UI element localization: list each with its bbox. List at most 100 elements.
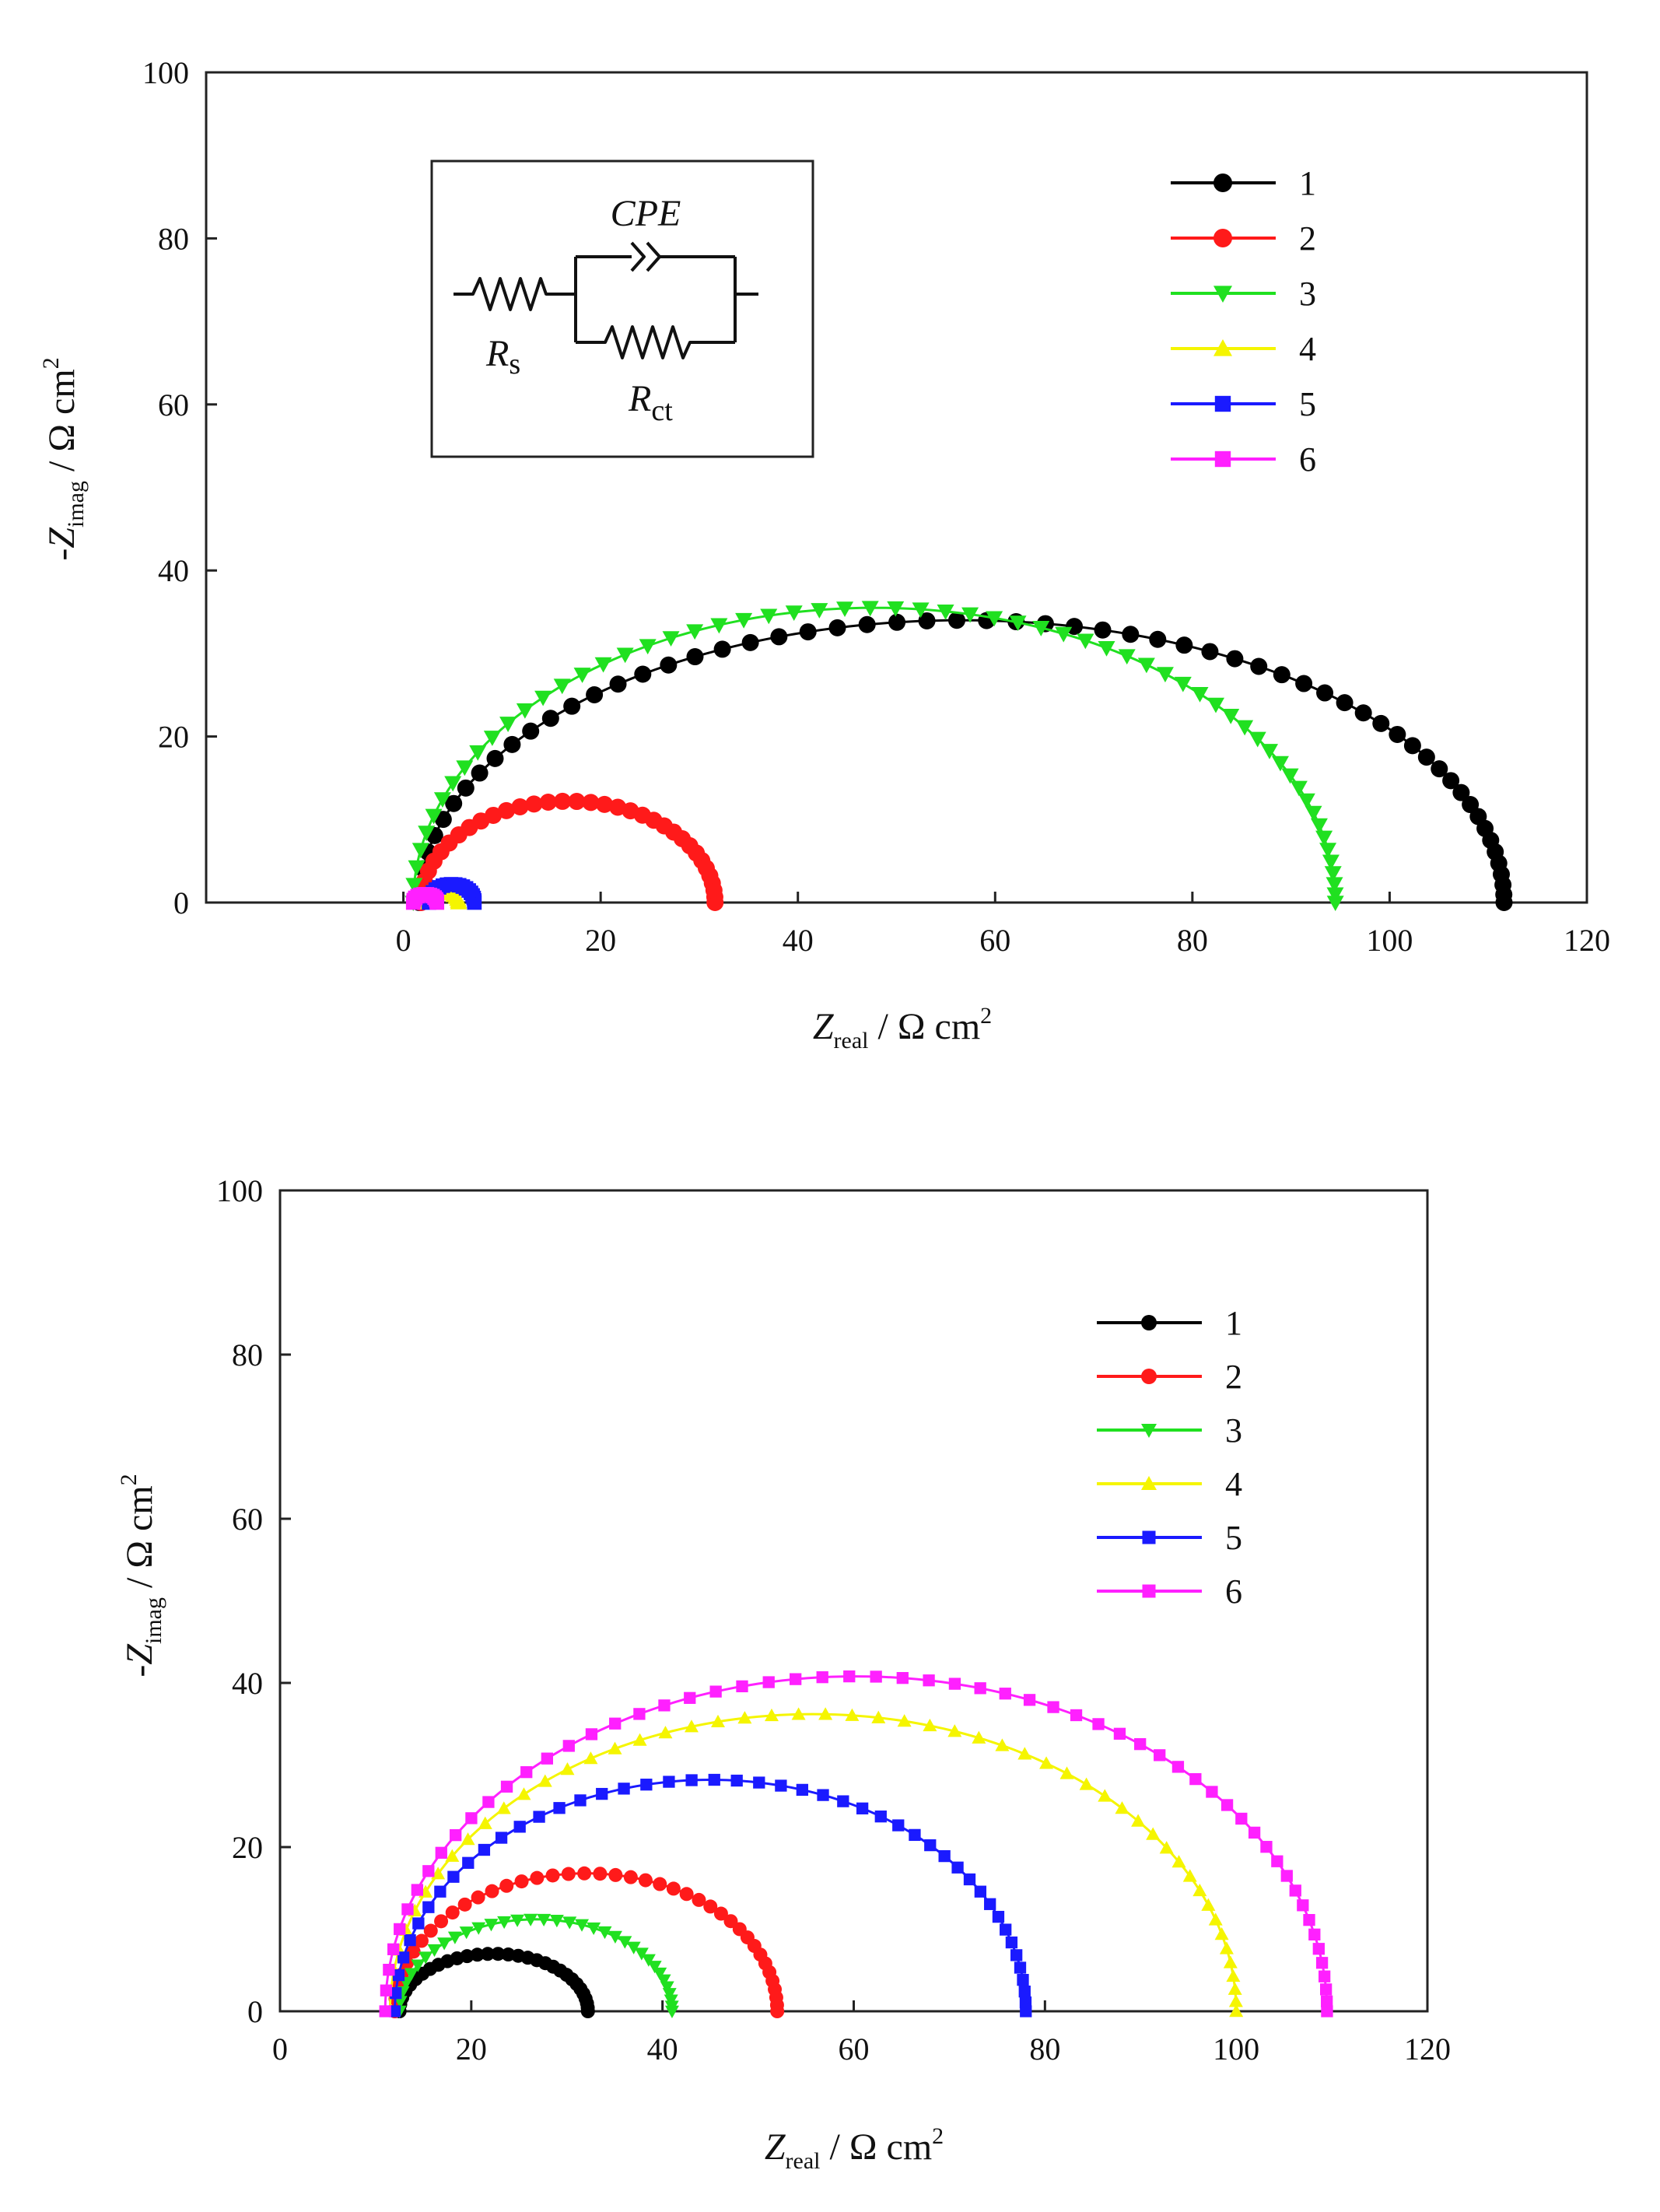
data-point [1354, 704, 1372, 722]
y-tick-label: 0 [173, 885, 189, 920]
legend-marker [1214, 395, 1231, 412]
legend-marker [1213, 339, 1232, 356]
data-point [486, 749, 504, 767]
data-point [573, 668, 591, 683]
data-point [653, 1967, 667, 1981]
data-point [948, 1677, 961, 1690]
data-point [408, 860, 426, 876]
data-point [843, 1670, 856, 1683]
legend-item-4: 4 [1097, 1465, 1242, 1503]
data-point [411, 1884, 423, 1896]
data-point [437, 1937, 452, 1951]
data-series-layer [404, 601, 1513, 911]
data-point [1222, 708, 1240, 724]
tick-labels: 0 20 40 60 80 100 120 0 20 40 60 80 100 [216, 1173, 1451, 2067]
data-point [616, 647, 634, 664]
data-point [662, 631, 680, 647]
data-point [1201, 643, 1219, 661]
data-point [1206, 697, 1224, 713]
legend-marker [1141, 1315, 1157, 1330]
data-point [836, 601, 854, 617]
data-point [634, 1947, 649, 1961]
resistor-rct-symbol [576, 325, 735, 359]
data-point [470, 1947, 485, 1962]
data-point [1295, 675, 1313, 692]
data-point [608, 1930, 622, 1944]
data-point [1273, 666, 1291, 684]
data-point [685, 1774, 698, 1786]
data-point [471, 1922, 486, 1935]
data-point [999, 1688, 1011, 1700]
data-point [539, 794, 557, 812]
data-point [425, 808, 443, 825]
y-tick-label: 80 [232, 1337, 263, 1372]
data-point [482, 1796, 495, 1808]
data-point [730, 1774, 743, 1787]
rct-label: Rct [628, 378, 673, 427]
data-point [553, 1802, 566, 1814]
series-2 [387, 1866, 785, 2018]
x-tick-label: 120 [1404, 2031, 1451, 2067]
data-point [433, 792, 451, 808]
data-point [462, 1856, 475, 1869]
data-point [1228, 1994, 1243, 2007]
data-point [1289, 1884, 1301, 1897]
data-point [541, 1752, 553, 1765]
data-point [383, 1964, 395, 1976]
data-point [618, 1936, 632, 1949]
data-point [587, 1922, 601, 1936]
data-point [445, 1905, 460, 1920]
data-point [909, 1828, 921, 1842]
data-point [811, 603, 828, 619]
data-point [762, 1676, 775, 1688]
data-point [692, 1892, 706, 1907]
data-point [663, 1776, 675, 1788]
y-tick-label: 20 [158, 720, 189, 755]
data-point [1047, 1701, 1059, 1713]
data-point [1389, 725, 1406, 743]
data-point [411, 843, 429, 859]
data-point [404, 1934, 416, 1947]
legend-label: 2 [1299, 219, 1316, 258]
data-point [1260, 1841, 1273, 1853]
data-point [923, 1718, 937, 1732]
data-point [554, 792, 572, 810]
resistor-rs-symbol [454, 277, 576, 311]
data-point [1316, 684, 1334, 702]
data-point [710, 618, 728, 634]
data-point [816, 1671, 828, 1684]
data-point [937, 604, 954, 620]
data-point [434, 1885, 447, 1898]
data-point [1305, 805, 1322, 822]
data-point [1249, 731, 1266, 748]
data-point [483, 731, 501, 746]
data-point [609, 798, 627, 816]
data-point [1206, 1786, 1218, 1798]
legend-label: 3 [1299, 275, 1316, 313]
data-point [664, 1994, 678, 2007]
data-point [974, 1682, 986, 1695]
data-point [560, 1762, 575, 1776]
y-tick-label: 0 [247, 1994, 263, 2029]
data-point [1250, 657, 1268, 675]
data-point [1462, 796, 1480, 814]
data-point [422, 1901, 435, 1913]
data-point [947, 1724, 962, 1737]
x-tick-label: 60 [839, 2031, 870, 2067]
data-point [1442, 772, 1460, 790]
x-tick-label: 60 [979, 923, 1010, 958]
legend-label: 4 [1299, 330, 1316, 368]
y-tick-label: 80 [158, 221, 189, 256]
data-point [938, 1849, 951, 1863]
legend-label: 3 [1225, 1411, 1242, 1450]
data-point [405, 878, 423, 894]
data-point [471, 764, 489, 782]
data-point [497, 1916, 512, 1930]
data-point [503, 735, 521, 753]
data-series-layer [379, 1670, 1333, 2018]
data-point [596, 795, 614, 813]
legend-item-6: 6 [1171, 440, 1316, 479]
data-point [1146, 1827, 1161, 1840]
data-point [412, 1917, 425, 1930]
